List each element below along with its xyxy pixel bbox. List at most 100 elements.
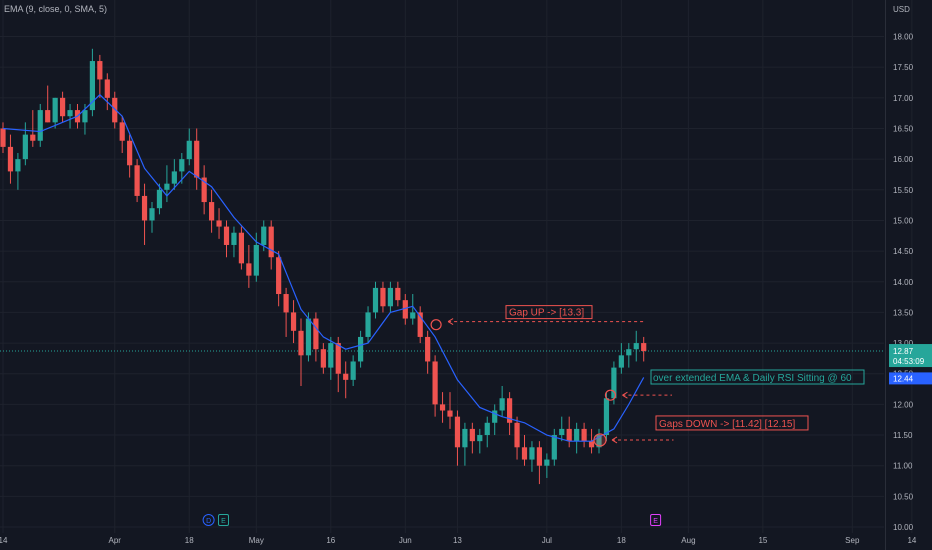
candle-body [633, 343, 639, 350]
candle-body [521, 447, 528, 460]
time-axis[interactable]: 14 Apr 18 May 16 Jun 13 Jul 18 Aug 15 Sep 14 [0, 536, 917, 545]
ema-price-value: 12.44 [893, 374, 914, 383]
candle-body [380, 287, 386, 307]
time-tick-label: 16 [326, 536, 335, 545]
candle [447, 392, 453, 429]
candle [223, 220, 230, 258]
candle-body [238, 232, 244, 264]
candle [283, 287, 289, 337]
candle-body [641, 343, 647, 352]
current-price-value: 12.87 [893, 347, 914, 356]
candle [439, 392, 446, 423]
candle-body [89, 61, 95, 111]
candle-body [305, 318, 312, 356]
candle [171, 159, 177, 190]
candle [529, 441, 535, 472]
candle-body [276, 257, 282, 295]
annotations: Gap UP -> [13.3] over extended EMA & Dail… [430, 305, 865, 447]
candle-body [358, 336, 364, 362]
time-tick-label: 13 [453, 536, 462, 545]
candle [358, 330, 364, 368]
time-tick-label: 14 [907, 536, 916, 545]
candle [134, 159, 140, 203]
dividend-badge [202, 514, 215, 526]
candle-body [67, 110, 73, 117]
price-tick-label: 13.50 [893, 308, 914, 317]
time-tick-label: 15 [758, 536, 767, 545]
candle-body [209, 202, 215, 221]
gap-up-label-box [505, 305, 593, 320]
candle-body [156, 189, 163, 209]
candle-body [186, 140, 192, 160]
candle [112, 91, 118, 129]
candle [350, 355, 356, 386]
candle-body [536, 447, 542, 466]
price-tick-label: 14.00 [893, 278, 914, 287]
candle [477, 428, 483, 454]
candle-body [588, 441, 595, 448]
candle [0, 122, 6, 154]
candle [425, 330, 431, 374]
candle-body [328, 343, 334, 368]
gap-up-label: Gap UP -> [13.3] [509, 308, 584, 319]
candle [22, 122, 28, 166]
candle [156, 183, 163, 215]
candle-body [507, 398, 513, 423]
candle-body [477, 435, 483, 442]
candle [462, 422, 468, 466]
candle [201, 165, 207, 215]
candle [417, 306, 423, 344]
time-tick-label: Aug [681, 536, 695, 545]
time-tick-label: 18 [617, 536, 626, 545]
candle [514, 416, 520, 460]
candle-body [387, 287, 393, 307]
event-badge-label: D [206, 518, 211, 525]
candle-body [372, 287, 379, 313]
price-tick-label: 10.50 [893, 492, 914, 501]
time-tick-label: 18 [185, 536, 194, 545]
candle-body [574, 428, 580, 442]
candle-body [581, 428, 587, 442]
candle-body [223, 226, 230, 245]
candle [313, 312, 319, 362]
candle [67, 103, 73, 129]
indicator-legend[interactable]: EMA (9, close, 0, SMA, 5) [4, 4, 108, 14]
candle-body [45, 110, 51, 123]
candle [141, 183, 148, 245]
candle [268, 220, 274, 270]
candle-body [37, 110, 43, 141]
currency-label: USD [893, 5, 910, 14]
candle-body [60, 97, 66, 117]
candle-body [246, 263, 252, 276]
candle [104, 73, 110, 111]
candle [216, 208, 222, 239]
gap-down-label: Gaps DOWN -> [11.42] [12.15] [659, 419, 795, 430]
candle [507, 392, 513, 436]
candle [365, 306, 371, 344]
candle [618, 343, 624, 374]
candle-body [335, 343, 341, 374]
candle-body [261, 226, 267, 245]
candle [60, 91, 66, 123]
candle-body [15, 159, 21, 172]
candle-body [462, 428, 468, 448]
time-tick-label: Apr [109, 536, 122, 545]
gap-down-arrow-head [611, 436, 618, 444]
candles [0, 48, 647, 485]
gap-down-arrow-head-2 [622, 391, 628, 399]
candle [231, 226, 237, 258]
candle [581, 422, 587, 448]
price-tick-label: 12.00 [893, 400, 914, 409]
candle-body [395, 287, 401, 301]
price-axis[interactable]: USD 10.0010.5011.0011.5012.0012.5013.001… [893, 5, 914, 532]
candle-body [201, 177, 207, 203]
candle [253, 232, 259, 282]
candle-body [529, 447, 535, 460]
candle-body [0, 128, 6, 147]
gap-down-label-box [655, 415, 809, 431]
time-tick-label: 14 [0, 536, 8, 545]
candle [149, 202, 155, 233]
time-tick-label: Jul [542, 536, 552, 545]
